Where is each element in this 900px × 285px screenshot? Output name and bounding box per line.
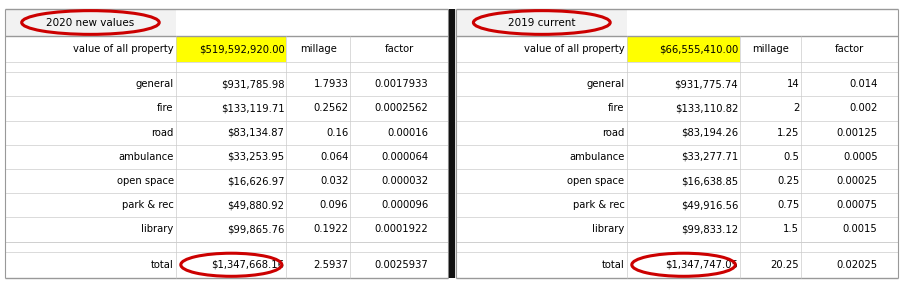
Text: open space: open space	[117, 176, 174, 186]
Text: 2019 current: 2019 current	[508, 17, 576, 28]
Text: 0.0001922: 0.0001922	[374, 225, 428, 235]
Text: millage: millage	[300, 44, 337, 54]
Text: 0.032: 0.032	[320, 176, 348, 186]
Text: $83,134.87: $83,134.87	[228, 128, 284, 138]
Text: library: library	[141, 225, 174, 235]
Text: $49,880.92: $49,880.92	[228, 200, 284, 210]
Text: $33,253.95: $33,253.95	[228, 152, 284, 162]
Text: road: road	[602, 128, 625, 138]
Text: factor: factor	[835, 44, 864, 54]
Text: 2.5937: 2.5937	[313, 260, 348, 270]
Text: ambulance: ambulance	[118, 152, 174, 162]
Text: road: road	[151, 128, 174, 138]
Text: 0.014: 0.014	[849, 79, 878, 89]
Text: park & rec: park & rec	[572, 200, 625, 210]
Text: fire: fire	[158, 103, 174, 113]
Text: 0.096: 0.096	[320, 200, 348, 210]
Text: total: total	[602, 260, 625, 270]
Text: 0.25: 0.25	[777, 176, 799, 186]
Text: fire: fire	[608, 103, 625, 113]
Text: $931,785.98: $931,785.98	[220, 79, 284, 89]
Text: 0.0017933: 0.0017933	[374, 79, 428, 89]
Text: 0.2562: 0.2562	[313, 103, 348, 113]
Text: 2: 2	[793, 103, 799, 113]
Text: $16,638.85: $16,638.85	[681, 176, 738, 186]
Text: park & rec: park & rec	[122, 200, 174, 210]
Text: 0.00075: 0.00075	[836, 200, 878, 210]
Text: $133,119.71: $133,119.71	[220, 103, 284, 113]
Text: $66,555,410.00: $66,555,410.00	[659, 44, 738, 54]
Text: 0.02025: 0.02025	[836, 260, 878, 270]
Text: $83,194.26: $83,194.26	[681, 128, 738, 138]
Bar	[176, 36, 286, 62]
Text: 20.25: 20.25	[770, 260, 799, 270]
Text: 0.75: 0.75	[777, 200, 799, 210]
Text: value of all property: value of all property	[524, 44, 625, 54]
Text: 0.00125: 0.00125	[836, 128, 878, 138]
Text: 14: 14	[787, 79, 799, 89]
Bar	[627, 36, 740, 62]
Text: $99,865.76: $99,865.76	[227, 225, 284, 235]
Text: 1.5: 1.5	[783, 225, 799, 235]
Text: general: general	[136, 79, 174, 89]
Bar	[456, 9, 627, 36]
Text: $99,833.12: $99,833.12	[681, 225, 738, 235]
Text: total: total	[151, 260, 174, 270]
Text: general: general	[587, 79, 625, 89]
Text: $1,347,747.05: $1,347,747.05	[665, 260, 738, 270]
Text: open space: open space	[568, 176, 625, 186]
Text: 0.002: 0.002	[849, 103, 878, 113]
Text: 0.0015: 0.0015	[842, 225, 878, 235]
Text: $133,110.82: $133,110.82	[675, 103, 738, 113]
Text: $49,916.56: $49,916.56	[680, 200, 738, 210]
Text: ambulance: ambulance	[569, 152, 625, 162]
Text: 2020 new values: 2020 new values	[46, 17, 135, 28]
Bar	[4, 9, 176, 36]
Text: library: library	[592, 225, 625, 235]
Text: millage: millage	[752, 44, 788, 54]
Text: 0.16: 0.16	[326, 128, 348, 138]
Text: 0.5: 0.5	[783, 152, 799, 162]
Text: 0.00016: 0.00016	[387, 128, 428, 138]
Text: 0.0025937: 0.0025937	[374, 260, 428, 270]
Text: $519,592,920.00: $519,592,920.00	[199, 44, 284, 54]
Text: 1.7933: 1.7933	[313, 79, 348, 89]
Text: $1,347,668.16: $1,347,668.16	[212, 260, 284, 270]
Text: $33,277.71: $33,277.71	[680, 152, 738, 162]
Text: 0.00025: 0.00025	[836, 176, 878, 186]
Text: 0.0005: 0.0005	[843, 152, 878, 162]
Text: $16,626.97: $16,626.97	[227, 176, 284, 186]
Text: value of all property: value of all property	[73, 44, 174, 54]
Text: 0.064: 0.064	[320, 152, 348, 162]
Text: $931,775.74: $931,775.74	[674, 79, 738, 89]
Text: 0.000064: 0.000064	[382, 152, 428, 162]
Text: 0.000096: 0.000096	[382, 200, 428, 210]
Text: factor: factor	[384, 44, 414, 54]
Text: 0.0002562: 0.0002562	[374, 103, 428, 113]
Text: 0.000032: 0.000032	[382, 176, 428, 186]
Text: 0.1922: 0.1922	[313, 225, 348, 235]
Text: 1.25: 1.25	[777, 128, 799, 138]
